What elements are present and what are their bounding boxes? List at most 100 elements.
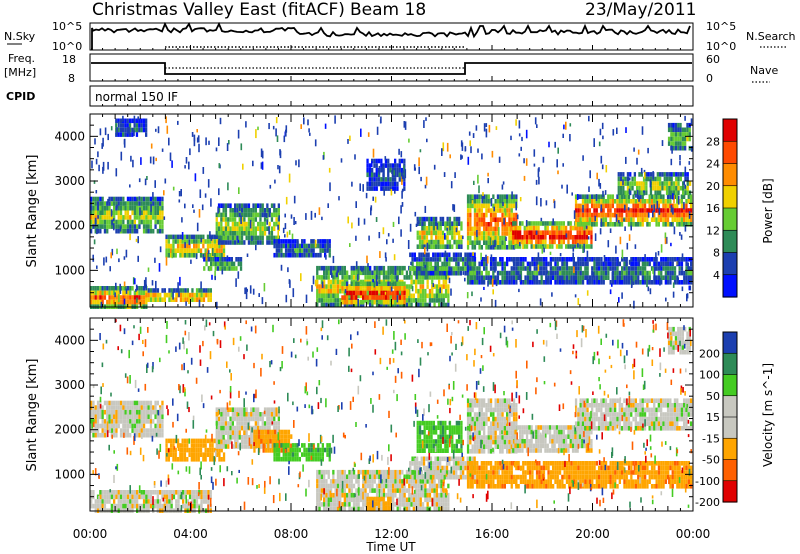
data-cell: [90, 428, 93, 433]
data-cell: [193, 243, 196, 249]
data-cell: [301, 248, 304, 253]
data-cell: [560, 221, 563, 226]
data-cell: [609, 208, 612, 213]
data-cell: [145, 432, 148, 438]
data-cell: [483, 261, 486, 267]
data-cell: [123, 298, 126, 305]
data-cell: [133, 499, 136, 504]
data-cell: [598, 266, 601, 271]
data-cell: [382, 177, 385, 182]
data-cell: [115, 432, 118, 438]
data-cell: [366, 265, 369, 271]
data-cell: [410, 279, 413, 285]
data-cell: [676, 257, 679, 262]
data-cell: [460, 221, 463, 226]
data-cell: [427, 257, 430, 262]
data-cell: [124, 419, 127, 424]
data-cell: [417, 293, 420, 299]
data-cell: [394, 190, 396, 194]
data-cell: [142, 414, 146, 420]
data-cell: [683, 201, 685, 210]
data-cell: [415, 279, 418, 285]
data-cell: [261, 416, 264, 422]
data-cell: [92, 428, 95, 433]
data-cell: [387, 163, 390, 168]
data-cell: [145, 414, 148, 420]
data-cell: [512, 261, 516, 267]
data-cell: [268, 407, 271, 412]
data-cell: [425, 261, 428, 267]
data-cell: [584, 275, 587, 280]
data-cell: [159, 205, 162, 211]
data-cell: [217, 226, 221, 231]
data-cell: [257, 212, 260, 218]
data-cell: [149, 432, 153, 438]
data-cell: [156, 288, 160, 293]
data-cell: [181, 447, 184, 453]
data-cell: [247, 240, 251, 245]
data-cell: [355, 290, 358, 296]
data-cell: [108, 196, 111, 202]
data-cell: [512, 239, 515, 245]
data-cell: [170, 243, 173, 249]
data-cell: [142, 419, 146, 424]
data-cell: [137, 255, 139, 262]
data-cell: [391, 163, 394, 168]
data-cell: [533, 266, 536, 271]
data-cell: [544, 235, 547, 240]
data-cell: [151, 280, 154, 286]
data-cell: [383, 189, 385, 196]
data-cell: [578, 225, 582, 231]
data-cell: [154, 292, 157, 298]
data-cell: [291, 252, 295, 258]
data-cell: [285, 196, 288, 205]
data-cell: [220, 457, 223, 462]
data-cell: [421, 239, 424, 245]
data-cell: [250, 212, 253, 218]
data-cell: [558, 225, 561, 231]
data-cell: [593, 275, 596, 280]
data-cell: [217, 421, 221, 426]
data-cell: [588, 225, 591, 231]
data-cell: [446, 230, 449, 236]
y-tick-label: 1000: [54, 263, 85, 277]
data-cell: [583, 239, 586, 245]
data-cell: [628, 234, 631, 241]
data-cell: [449, 154, 451, 159]
data-cell: [524, 275, 527, 280]
data-cell: [387, 177, 390, 182]
data-cell: [581, 280, 585, 285]
data-cell: [101, 210, 104, 216]
data-cell: [124, 295, 127, 300]
data-cell: [243, 208, 246, 213]
data-cell: [684, 226, 687, 232]
data-cell: [179, 248, 182, 253]
data-cell: [466, 199, 470, 204]
data-cell: [435, 298, 438, 303]
data-cell: [131, 490, 134, 495]
data-cell: [167, 253, 170, 258]
data-cell: [473, 203, 477, 209]
data-cell: [424, 247, 426, 255]
data-cell: [431, 293, 434, 299]
data-cell: [116, 127, 118, 135]
data-cell: [273, 407, 276, 412]
data-cell: [221, 257, 224, 262]
data-cell: [423, 120, 425, 128]
data-cell: [581, 222, 585, 227]
data-cell: [619, 185, 623, 191]
data-cell: [638, 185, 641, 191]
data-cell: [298, 159, 300, 168]
data-cell: [436, 266, 439, 271]
data-cell: [149, 400, 153, 406]
data-cell: [92, 295, 95, 300]
data-cell: [343, 281, 346, 287]
data-cell: [207, 288, 210, 293]
data-cell: [535, 235, 538, 240]
data-cell: [492, 289, 494, 295]
data-cell: [668, 185, 671, 191]
data-cell: [476, 240, 479, 245]
data-cell: [524, 280, 527, 285]
data-cell: [529, 270, 532, 276]
data-cell: [113, 409, 116, 415]
